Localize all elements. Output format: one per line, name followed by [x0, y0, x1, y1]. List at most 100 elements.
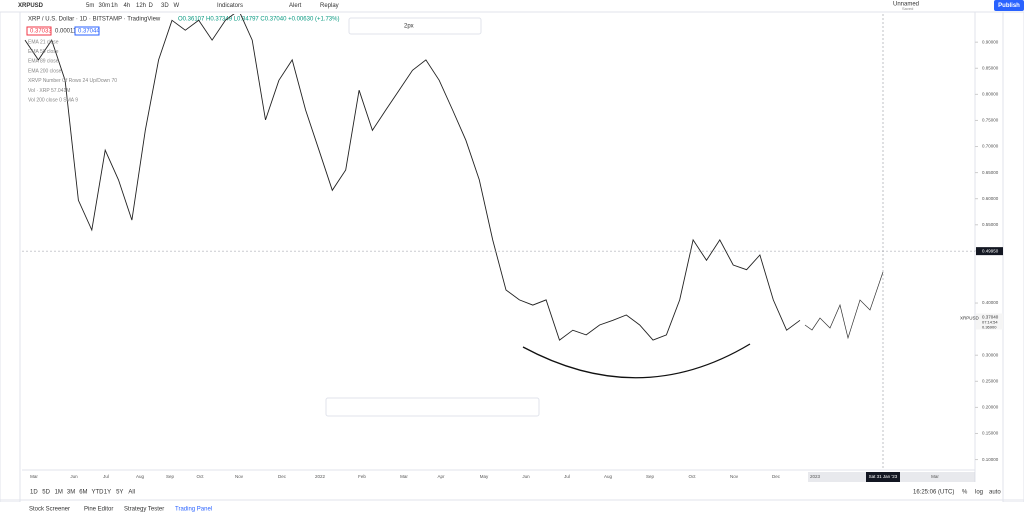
x-tick-label: Feb [358, 474, 366, 479]
symbol[interactable]: XRPUSD [18, 3, 44, 9]
layout-state: Saved [902, 6, 913, 11]
range-button[interactable]: 5Y [116, 490, 123, 496]
y-tick-label: 0.25000 [982, 378, 999, 383]
x-tick-label: Aug [604, 474, 613, 479]
layout-name[interactable]: Unnamed [893, 2, 919, 8]
replay-button[interactable]: Replay [320, 3, 339, 9]
x-tick-label: 2023 [810, 474, 821, 479]
range-button[interactable]: 1Y [104, 490, 111, 496]
interval-button[interactable]: 30m [99, 3, 111, 9]
bottom-tab[interactable]: Pine Editor [84, 507, 113, 513]
x-tick-label: Nov [235, 474, 244, 479]
study-label: Vol 200 close 0 SMA 9 [28, 98, 78, 104]
x-tick-label: Oct [196, 474, 204, 479]
x-tick-label: Sep [166, 474, 175, 479]
y-tick-label: 0.90000 [982, 39, 999, 44]
line-width[interactable]: 2px [404, 24, 414, 30]
bottom-panel [0, 502, 1024, 517]
publish-button[interactable] [994, 0, 1024, 11]
x-tick-label: Apr [437, 474, 445, 479]
x-tick-label: Sep [646, 474, 655, 479]
x-tick-label: Mar [400, 474, 408, 479]
range-button[interactable]: 6M [79, 490, 87, 496]
interval-button[interactable]: 5m [86, 3, 94, 9]
log-toggle[interactable]: log [975, 490, 983, 496]
bid-box[interactable] [26, 26, 52, 36]
auto-toggle[interactable]: auto [989, 490, 1001, 496]
x-tick-label: Jul [103, 474, 109, 479]
drawn-projection [804, 271, 884, 340]
x-tick-label: Oct [688, 474, 696, 479]
range-button[interactable]: 5D [42, 490, 50, 496]
legend-ohlc: O0.36107 H0.37349 L0.34797 C0.37040 +0.0… [178, 17, 339, 23]
ask: 0.37044 [78, 29, 100, 35]
ask-box[interactable] [74, 26, 100, 36]
x-tick-label: Jul [564, 474, 570, 479]
last-price-box [976, 313, 1003, 330]
y-tick-label: 0.15000 [982, 431, 999, 436]
left-toolbar [0, 11, 21, 503]
y-tick-label: 0.10000 [982, 457, 999, 462]
drawn-arc [522, 343, 751, 379]
indicators-button[interactable]: Indicators [217, 3, 243, 9]
crosshair-price-box [976, 247, 1003, 256]
x-tick-label: Jun [522, 474, 530, 479]
x-tick-label: Aug [136, 474, 145, 479]
range-button[interactable]: 1M [55, 490, 63, 496]
last-price: 0.37040 [982, 315, 999, 320]
publish-label[interactable]: Publish [998, 3, 1020, 9]
bid: 0.37033 [30, 29, 52, 35]
price-line [24, 14, 801, 341]
range-button[interactable]: 1D [30, 490, 38, 496]
x-tick-label: Mar [931, 474, 939, 479]
y-tick-label: 0.20000 [982, 405, 999, 410]
range-button[interactable]: 3M [67, 490, 75, 496]
y-tick-label: 0.40000 [982, 300, 999, 305]
y-tick-label: 0.75000 [982, 118, 999, 123]
bottom-tab[interactable]: Strategy Tester [124, 507, 164, 513]
y-tick-label: 0.30000 [982, 352, 999, 357]
x-tick-label: May [480, 474, 489, 479]
interval-button[interactable]: 12h [136, 3, 146, 9]
countdown: 07:14:54 [982, 320, 998, 325]
bottom-tab[interactable]: Stock Screener [29, 507, 70, 513]
x-tick-label: Jun [70, 474, 78, 479]
favorites-toolbar[interactable] [325, 397, 540, 417]
top-toolbar [0, 0, 1024, 12]
study-label: Vol · XRP 57.041M [28, 88, 70, 94]
interval-button[interactable]: 1h [111, 3, 118, 9]
crosshair-date-box [866, 472, 900, 482]
y-tick-label: 0.65000 [982, 170, 999, 175]
study-label: EMA 200 close [28, 68, 62, 74]
last-symbol: XRPUSD [960, 316, 980, 321]
study-label: XRVP Number Of Rows 24 Up/Down 70 [28, 78, 117, 84]
legend-title: XRP / U.S. Dollar · 1D · BITSTAMP · Trad… [28, 17, 161, 23]
interval-button[interactable]: 4h [124, 3, 131, 9]
y-tick-label: 0.80000 [982, 92, 999, 97]
bottom-tab[interactable]: Trading Panel [175, 507, 212, 513]
drawing-toolbar[interactable] [348, 17, 482, 35]
alert-button[interactable]: Alert [289, 3, 302, 9]
interval-button[interactable]: D [149, 3, 154, 9]
study-label: EMA 50 close [28, 49, 59, 55]
y-tick-label: 0.70000 [982, 144, 999, 149]
right-toolbar [1002, 11, 1024, 503]
range-button[interactable]: All [128, 490, 135, 496]
y-tick-label: 0.60000 [982, 196, 999, 201]
x-tick-label: Dec [772, 474, 781, 479]
range-button[interactable]: YTD [92, 490, 105, 496]
y-tick-label: 0.85000 [982, 65, 999, 70]
prev-price: 0.36900 [982, 325, 997, 330]
study-label: EMA 21 close [28, 39, 59, 45]
interval-button[interactable]: 3D [161, 3, 169, 9]
clock: 16:25:06 (UTC) [913, 490, 954, 496]
x-tick-label: 2022 [315, 474, 326, 479]
crosshair-price: 0.49950 [982, 248, 999, 253]
x-tick-label: Dec [278, 474, 287, 479]
percent-toggle[interactable]: % [962, 490, 968, 496]
x-tick-label: Nov [730, 474, 739, 479]
crosshair-date: Sat 31 Jan '23 [869, 474, 898, 479]
study-label: EMA 89 close [28, 59, 59, 65]
interval-button[interactable]: W [174, 3, 180, 9]
